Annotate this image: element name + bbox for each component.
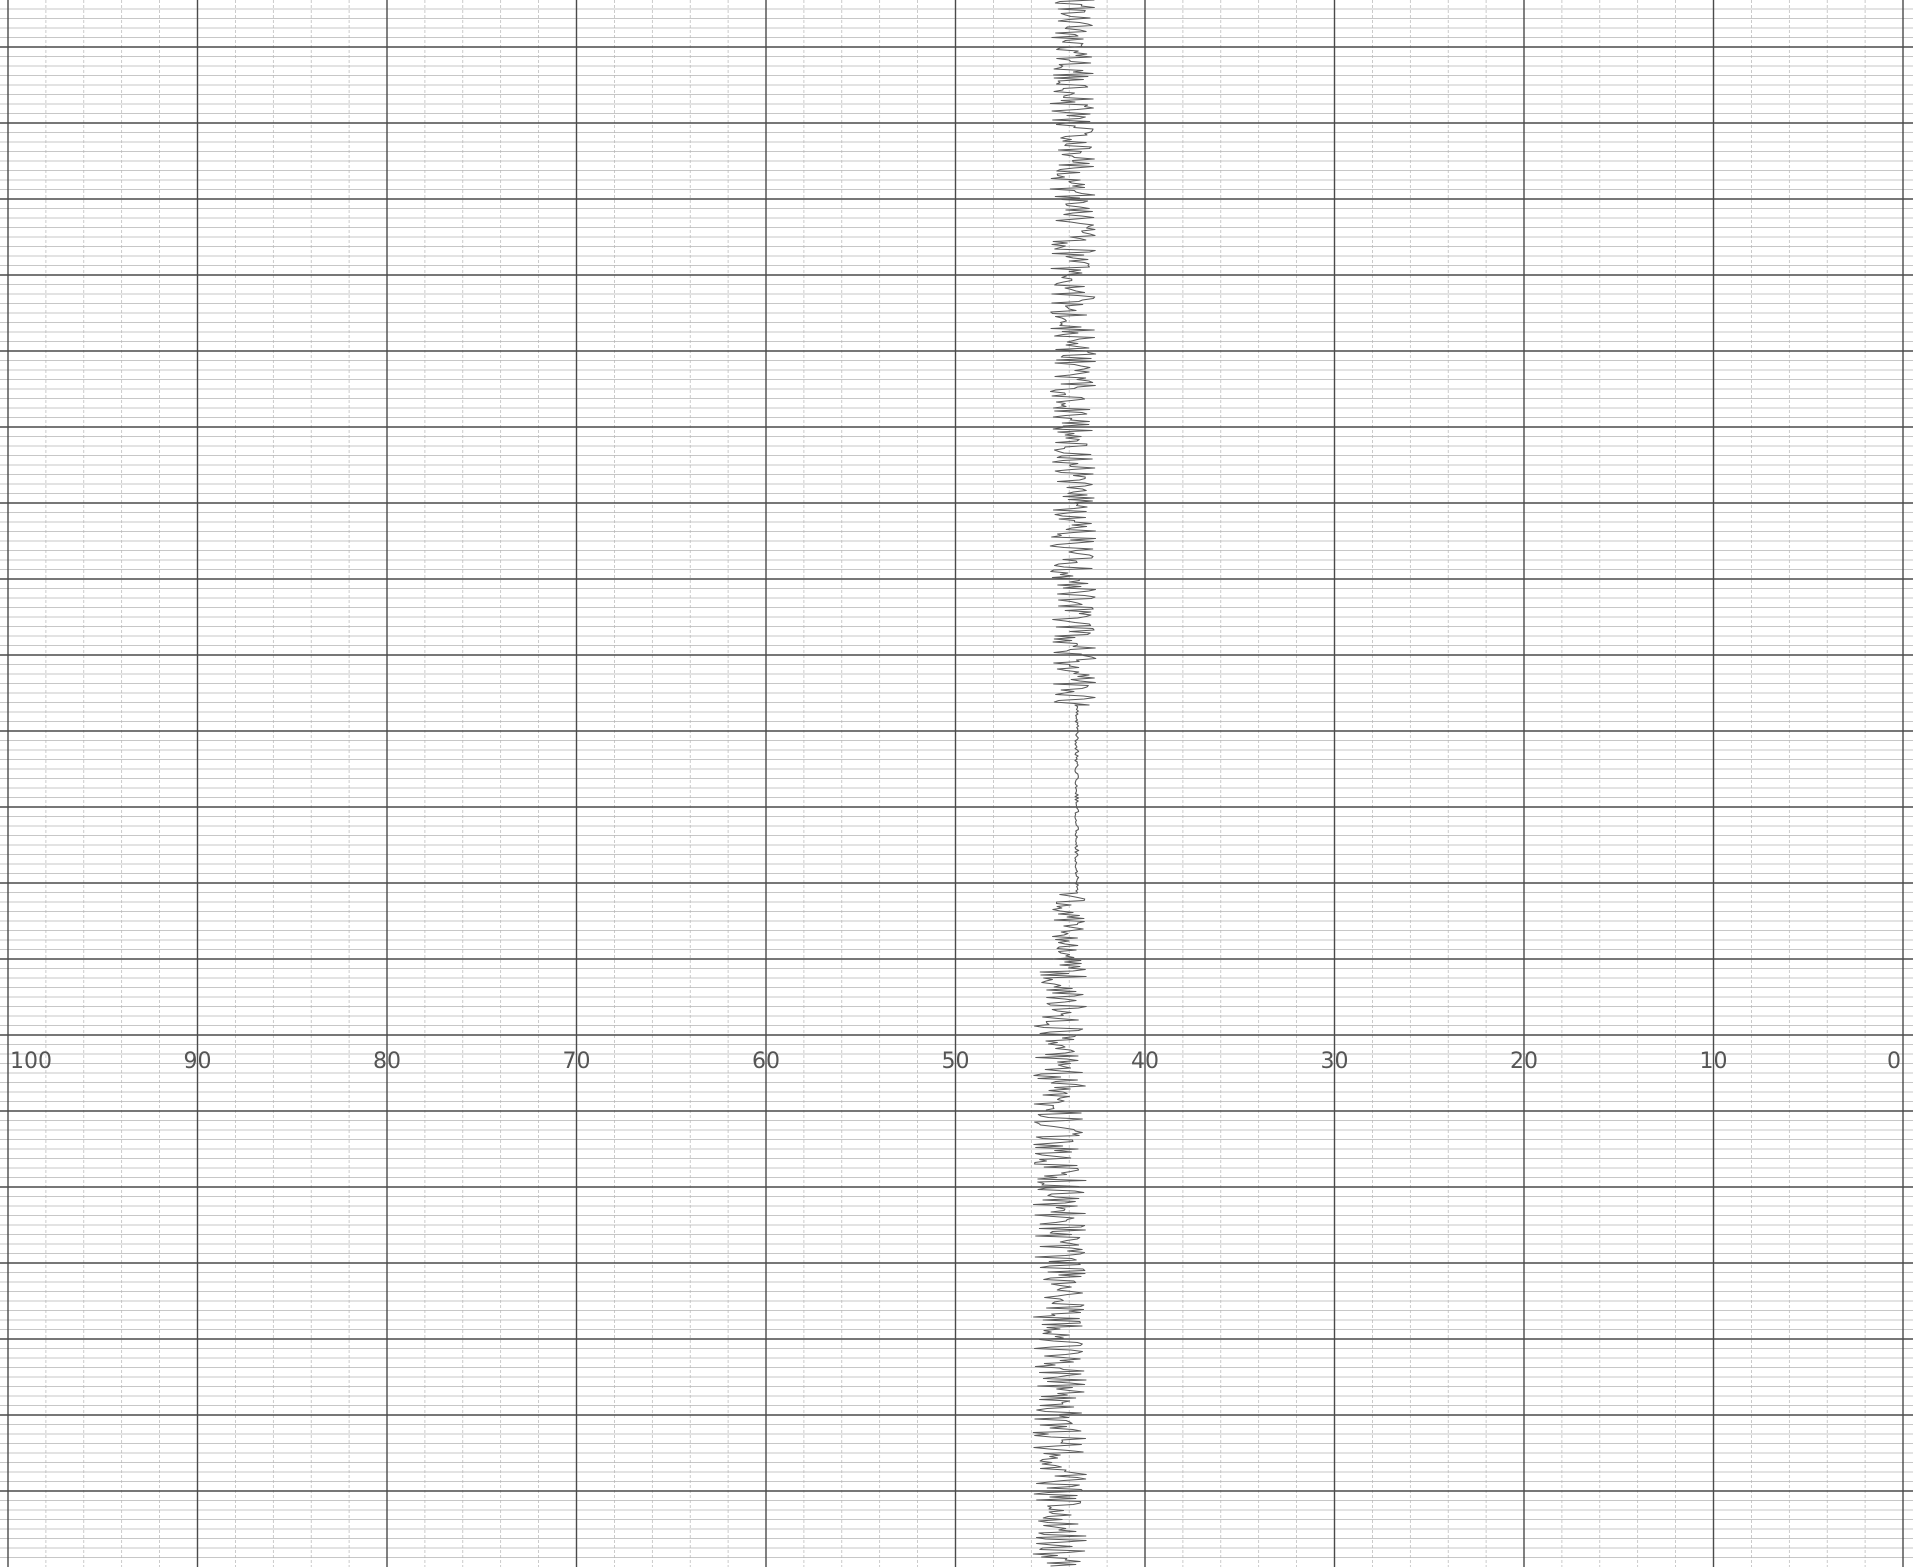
- major-vertical-grid: [7, 0, 1904, 1567]
- tick-label: 20: [1510, 1049, 1538, 1074]
- tick-label: 0: [1887, 1049, 1901, 1074]
- tick-label: 80: [373, 1049, 401, 1074]
- minor-horizontal-grid: [0, 8, 1913, 1558]
- tick-label-group: 100 90 80 70 60 50 40 30 20 10 0: [10, 1049, 1901, 1074]
- tick-label: 40: [1131, 1049, 1159, 1074]
- trace-line: [1032, 0, 1097, 1567]
- minor-vertical-grid: [45, 0, 1866, 1567]
- tick-label: 70: [563, 1049, 591, 1074]
- tick-label: 100: [10, 1049, 52, 1074]
- trace-group: [1032, 0, 1097, 1567]
- tick-label: 60: [752, 1049, 780, 1074]
- tick-label: 50: [942, 1049, 970, 1074]
- tick-label: 90: [184, 1049, 212, 1074]
- major-horizontal-grid: [0, 46, 1913, 1492]
- tick-label: 30: [1321, 1049, 1349, 1074]
- tick-label: 10: [1700, 1049, 1728, 1074]
